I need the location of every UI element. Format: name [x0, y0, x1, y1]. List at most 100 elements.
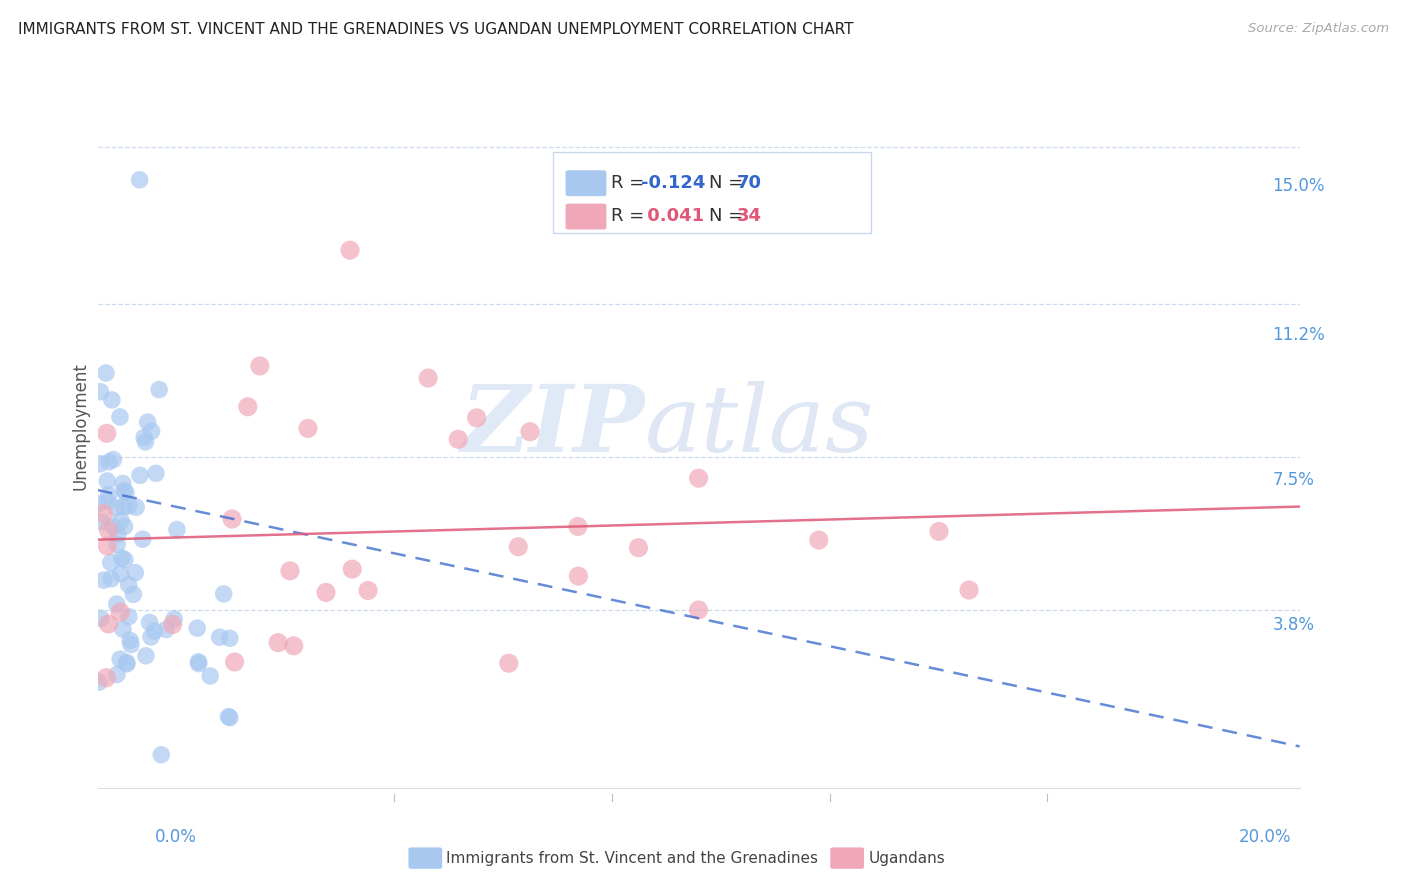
Text: N =: N = — [709, 207, 749, 225]
Point — [418, 371, 440, 385]
Point — [236, 400, 259, 414]
Text: Source: ZipAtlas.com: Source: ZipAtlas.com — [1249, 22, 1389, 36]
Point — [97, 617, 120, 632]
Point — [101, 392, 124, 407]
Point — [97, 494, 120, 508]
Text: 3.8%: 3.8% — [1272, 616, 1315, 634]
Point — [519, 425, 541, 439]
Point — [105, 597, 128, 611]
Text: Ugandans: Ugandans — [868, 851, 945, 865]
Point — [131, 532, 153, 546]
Point — [97, 488, 120, 502]
Point — [89, 384, 111, 399]
Point — [198, 669, 221, 683]
Point — [122, 587, 145, 601]
Point — [93, 573, 115, 587]
Point — [118, 499, 141, 513]
Point — [134, 434, 156, 449]
Point — [249, 359, 271, 373]
Text: atlas: atlas — [644, 381, 875, 471]
Point — [118, 609, 141, 624]
Point — [110, 605, 132, 619]
Text: 15.0%: 15.0% — [1272, 177, 1324, 194]
Point — [218, 632, 240, 646]
Point — [112, 483, 135, 498]
Point — [104, 500, 127, 515]
Point — [447, 432, 470, 446]
Point — [100, 556, 122, 570]
Text: ZIP: ZIP — [460, 381, 644, 471]
Point — [100, 572, 122, 586]
Point — [315, 585, 337, 599]
Y-axis label: Unemployment: Unemployment — [72, 362, 89, 490]
Point — [112, 500, 135, 514]
Point — [114, 519, 136, 533]
Point — [567, 569, 589, 583]
Text: IMMIGRANTS FROM ST. VINCENT AND THE GRENADINES VS UGANDAN UNEMPLOYMENT CORRELATI: IMMIGRANTS FROM ST. VINCENT AND THE GREN… — [18, 22, 853, 37]
Point — [105, 537, 128, 551]
Point — [87, 497, 110, 511]
Point — [135, 648, 157, 663]
Point — [342, 562, 364, 576]
Text: Immigrants from St. Vincent and the Grenadines: Immigrants from St. Vincent and the Gren… — [447, 851, 818, 865]
Point — [218, 709, 240, 723]
Text: R =: R = — [610, 207, 650, 225]
Point — [212, 587, 235, 601]
Text: 34: 34 — [737, 207, 762, 225]
Point — [138, 615, 160, 630]
Point — [283, 639, 305, 653]
Point — [103, 452, 125, 467]
Point — [297, 421, 319, 435]
Point — [90, 611, 112, 625]
Point — [357, 583, 380, 598]
Point — [148, 383, 170, 397]
Point — [627, 541, 650, 555]
Point — [107, 527, 129, 541]
Point — [567, 519, 589, 533]
Point — [110, 514, 132, 528]
Point — [108, 409, 131, 424]
Point — [162, 617, 184, 632]
Point — [90, 515, 112, 529]
Point — [93, 507, 115, 521]
Point — [221, 512, 243, 526]
Point — [139, 630, 162, 644]
Point — [101, 519, 124, 533]
Point — [187, 655, 209, 669]
Point — [120, 637, 142, 651]
Point — [115, 657, 138, 671]
Point — [143, 624, 166, 638]
Point — [145, 467, 167, 481]
Point — [97, 524, 120, 538]
Point — [111, 476, 134, 491]
Point — [166, 523, 188, 537]
Point — [150, 747, 173, 762]
Text: -0.124: -0.124 — [641, 174, 706, 192]
Point — [218, 711, 240, 725]
Point — [96, 539, 118, 553]
Point — [186, 621, 208, 635]
Point — [129, 468, 152, 483]
Point — [120, 633, 142, 648]
Point — [87, 675, 110, 690]
Point — [155, 623, 177, 637]
Point — [807, 533, 830, 547]
Text: 0.0%: 0.0% — [155, 828, 197, 846]
Point — [111, 622, 134, 636]
Point — [498, 657, 520, 671]
Point — [339, 243, 361, 257]
Point — [111, 551, 134, 566]
Point — [224, 655, 246, 669]
Point — [97, 455, 120, 469]
Point — [132, 430, 155, 444]
Point — [267, 635, 290, 649]
Point — [96, 426, 118, 441]
Point — [118, 578, 141, 592]
Text: 11.2%: 11.2% — [1272, 326, 1326, 343]
Point — [128, 173, 150, 187]
Point — [688, 471, 710, 485]
Point — [124, 566, 146, 580]
Point — [110, 566, 132, 581]
Text: 70: 70 — [737, 174, 762, 192]
Point — [108, 652, 131, 666]
